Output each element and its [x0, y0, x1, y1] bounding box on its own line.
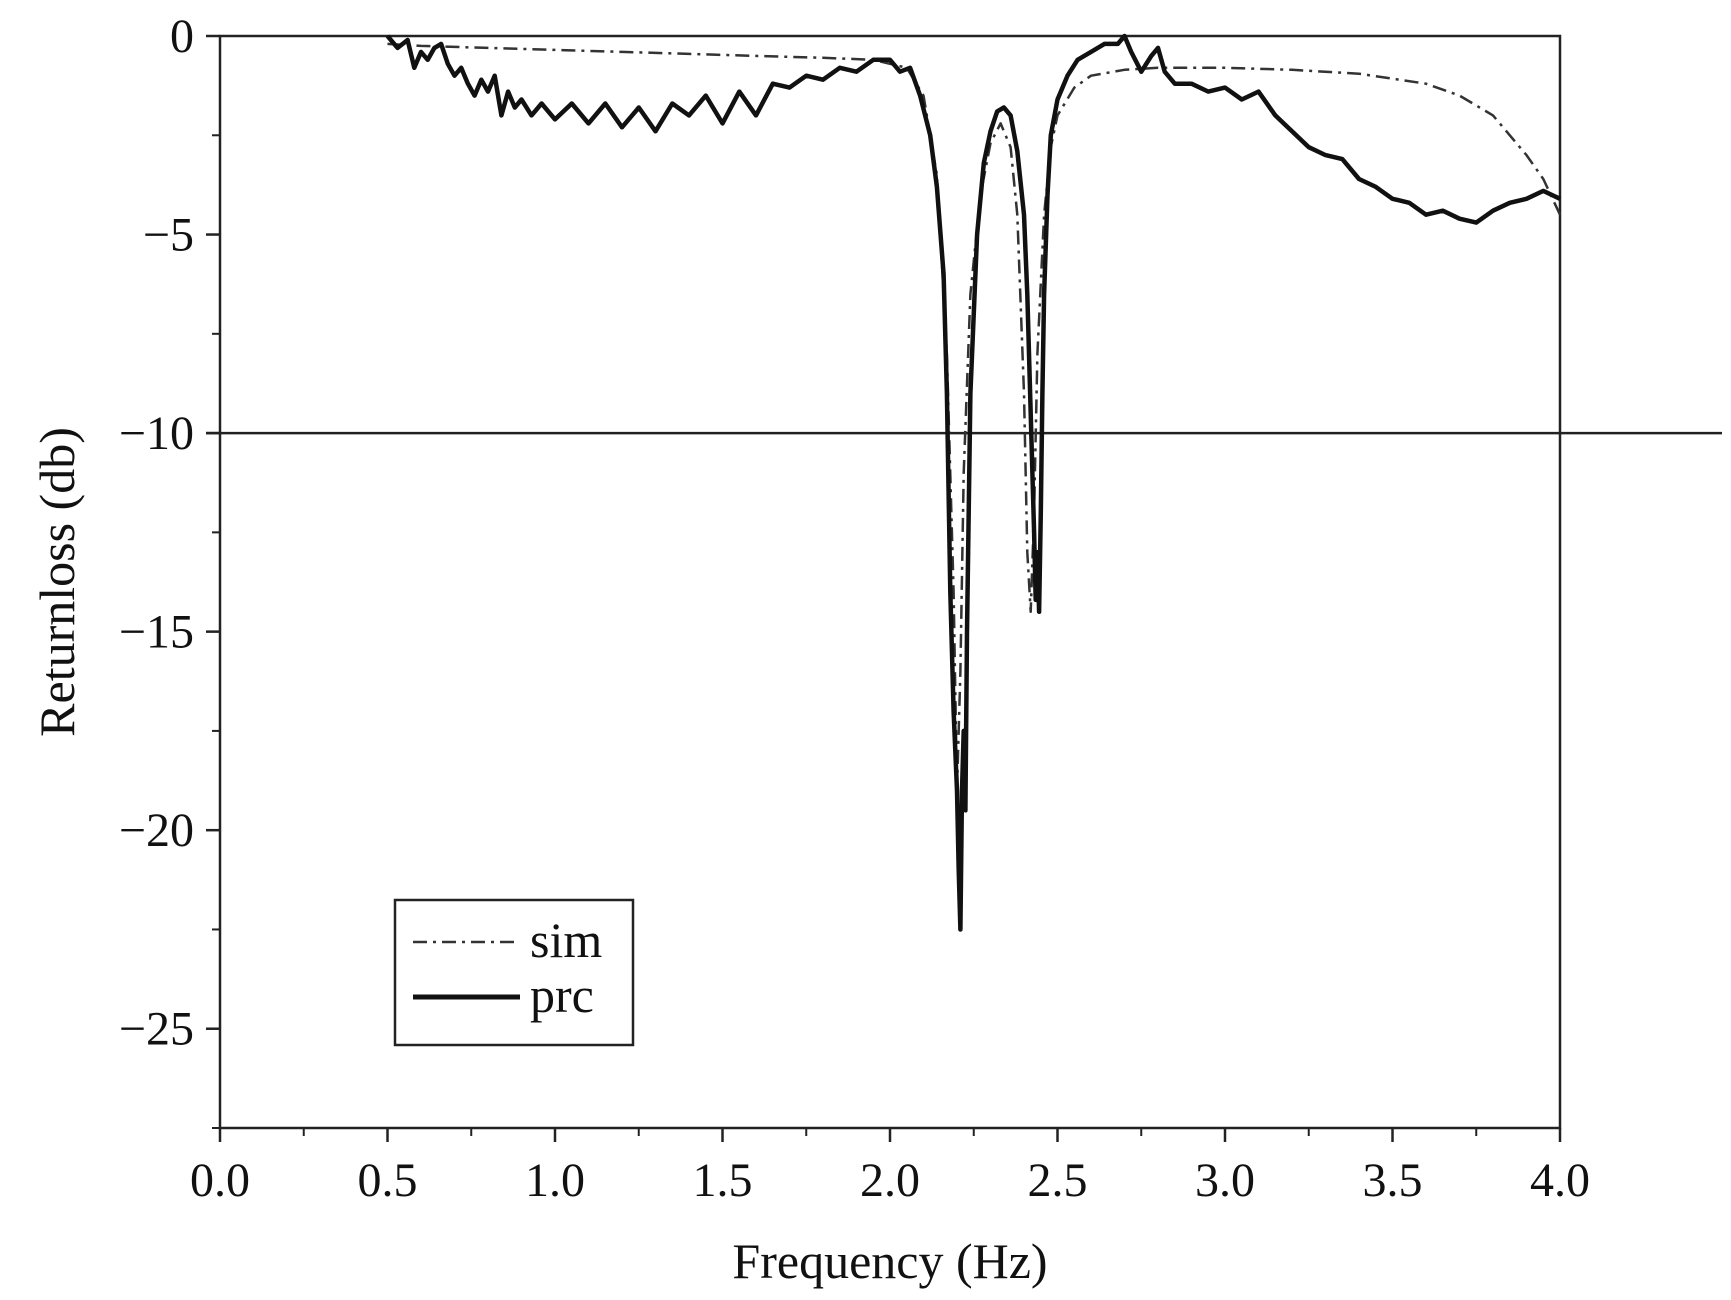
- y-tick-label: −20: [119, 804, 194, 857]
- x-tick-label: 1.5: [693, 1154, 753, 1207]
- x-tick-label: 0.0: [190, 1154, 250, 1207]
- x-tick-label: 1.0: [525, 1154, 585, 1207]
- y-tick-label: 0: [170, 10, 194, 63]
- x-tick-label: 3.5: [1363, 1154, 1423, 1207]
- y-tick-label: −25: [119, 1003, 194, 1056]
- x-tick-label: 4.0: [1530, 1154, 1590, 1207]
- legend-box: [393, 898, 635, 1047]
- x-tick-label: 2.0: [860, 1154, 920, 1207]
- series-group: [385, 33, 1562, 932]
- x-tick-label: 2.5: [1028, 1154, 1088, 1207]
- series-line-prc: [385, 33, 1561, 932]
- x-tick-label: 3.0: [1195, 1154, 1255, 1207]
- x-tick-label: 0.5: [358, 1154, 418, 1207]
- x-axis-title: Frequency (Hz): [732, 1233, 1047, 1289]
- y-tick-label: −10: [119, 407, 194, 460]
- y-tick-label: −15: [119, 606, 194, 659]
- y-axis-title: Returnloss (db): [29, 427, 85, 737]
- legend-label-sim: sim: [530, 912, 602, 968]
- series-line-sim: [387, 42, 1562, 792]
- ticks: 0.0 0.5 1.0 1.5 2.0 2.5 3.0 3.5 4.0 0 −5 −10 −15 −20 −…: [119, 10, 1590, 1207]
- y-tick-label: −5: [143, 209, 194, 262]
- legend-label-prc: prc: [530, 967, 594, 1023]
